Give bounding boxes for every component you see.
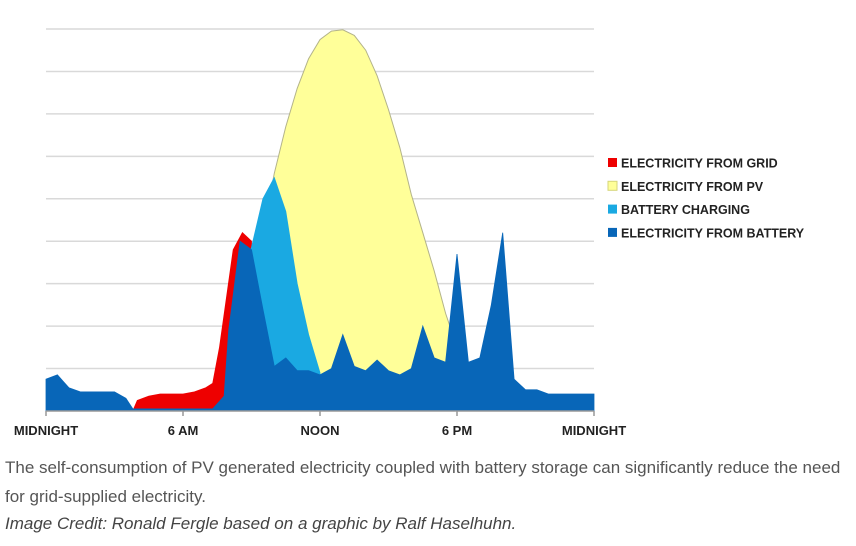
legend-label: ELECTRICITY FROM BATTERY — [621, 226, 805, 240]
x-axis: MIDNIGHT 6 AM NOON 6 PM MIDNIGHT — [14, 410, 626, 438]
legend-swatch — [608, 227, 617, 237]
x-tick-label: MIDNIGHT — [14, 423, 78, 438]
x-tick-label: NOON — [301, 423, 340, 438]
area-electricity-from-battery — [45, 232, 595, 412]
legend-swatch — [608, 158, 617, 167]
legend-swatch — [607, 180, 618, 191]
legend-label: BATTERY CHARGING — [621, 203, 750, 217]
legend-label: ELECTRICITY FROM PV — [621, 180, 764, 194]
legend-label: ELECTRICITY FROM GRID — [621, 157, 778, 171]
legend-swatch — [608, 204, 617, 214]
self-consumption-chart: MIDNIGHT 6 AM NOON 6 PM MIDNIGHT ELECTRICITY… — [14, 28, 805, 438]
x-tick-label: 6 PM — [442, 423, 472, 438]
figure-caption: The self-consumption of PV generated ele… — [5, 458, 841, 506]
area-series — [45, 29, 595, 412]
area-electricity-from-grid — [132, 232, 252, 412]
legend: ELECTRICITY FROM GRID ELECTRICITY FROM PV… — [607, 157, 805, 240]
image-credit: Image Credit: Ronald Fergle based on a g… — [5, 514, 517, 533]
x-tick-label: 6 AM — [168, 423, 199, 438]
x-tick-label: MIDNIGHT — [562, 423, 626, 438]
